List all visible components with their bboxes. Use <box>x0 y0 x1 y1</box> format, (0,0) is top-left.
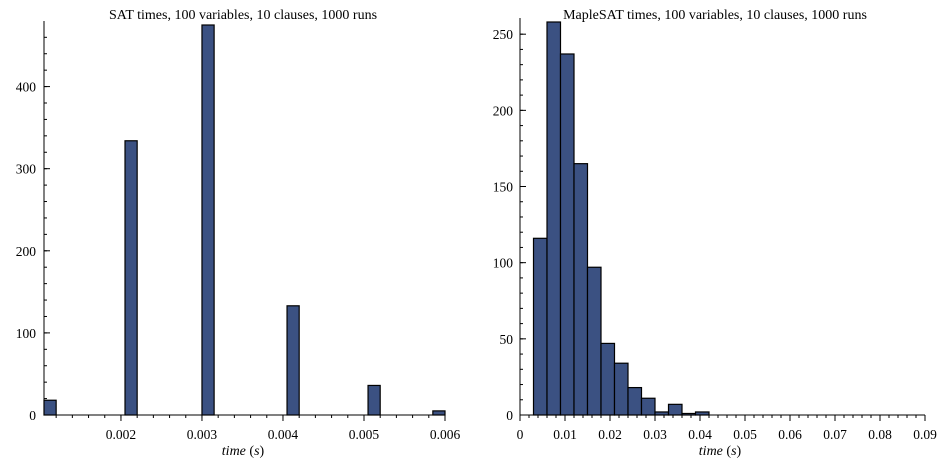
x-axis-label-name: time <box>222 444 246 459</box>
histogram-bar <box>367 384 381 416</box>
x-axis-label-paren-open: ( <box>246 444 255 459</box>
x-tick-label: 0.09 <box>913 427 937 442</box>
x-axis-label-paren-open: ( <box>723 444 732 459</box>
x-axis-label: time (s) <box>699 444 742 459</box>
x-tick-label: 0.05 <box>733 427 757 442</box>
x-axis-label-paren-close: ) <box>737 444 742 459</box>
histogram-bar <box>546 21 562 416</box>
y-tick-label: 200 <box>16 244 37 259</box>
x-tick-label: 0.03 <box>643 427 667 442</box>
y-tick-label: 50 <box>500 332 514 347</box>
maplesat-histogram-panel: MapleSAT times, 100 variables, 10 clause… <box>493 8 937 459</box>
histogram-bar <box>43 399 57 416</box>
x-tick-label: 0.006 <box>430 427 461 442</box>
histogram-bar <box>613 362 629 416</box>
histogram-bar <box>286 305 300 416</box>
y-tick-label: 150 <box>493 180 514 195</box>
x-axis-label: time (s) <box>222 444 265 459</box>
x-tick-label: 0.04 <box>688 427 712 442</box>
x-tick-label: 0.02 <box>598 427 622 442</box>
y-tick-label: 250 <box>493 27 514 42</box>
y-tick-label: 100 <box>493 256 514 271</box>
y-tick-label: 100 <box>16 326 37 341</box>
x-axis-label-unit: s <box>254 444 260 459</box>
chart-title: MapleSAT times, 100 variables, 10 clause… <box>563 8 867 23</box>
x-tick-label: 0.002 <box>106 427 136 442</box>
histogram-bar <box>640 397 656 416</box>
x-tick-label: 0.003 <box>187 427 218 442</box>
x-tick-label: 0.06 <box>778 427 802 442</box>
y-tick-label: 300 <box>16 162 37 177</box>
histogram-bar <box>532 237 548 416</box>
histogram-bar <box>600 342 616 416</box>
y-tick-label: 0 <box>29 408 36 423</box>
x-axis-label-unit: s <box>731 444 737 459</box>
x-tick-label: 0.01 <box>553 427 577 442</box>
x-axis-label-paren-close: ) <box>260 444 265 459</box>
sat-histogram-panel: SAT times, 100 variables, 10 clauses, 10… <box>16 8 461 459</box>
x-tick-label: 0.005 <box>349 427 380 442</box>
x-tick-label: 0.07 <box>823 427 847 442</box>
y-tick-label: 200 <box>493 103 514 118</box>
histogram-bar <box>627 386 643 416</box>
y-tick-label: 400 <box>16 80 37 95</box>
histogram-bar <box>573 163 589 416</box>
x-tick-label: 0.08 <box>868 427 892 442</box>
histogram-bar <box>124 140 138 416</box>
chart-title: SAT times, 100 variables, 10 clauses, 10… <box>109 8 377 23</box>
x-tick-label: 0.004 <box>268 427 299 442</box>
histogram-bar <box>201 24 215 416</box>
x-tick-label: 0 <box>517 427 524 442</box>
y-tick-label: 0 <box>506 408 513 423</box>
x-axis-label-name: time <box>699 444 723 459</box>
histogram-bar <box>432 410 446 416</box>
histogram-bar <box>667 403 683 416</box>
histogram-bar <box>586 266 602 416</box>
histogram-bar <box>559 53 575 416</box>
